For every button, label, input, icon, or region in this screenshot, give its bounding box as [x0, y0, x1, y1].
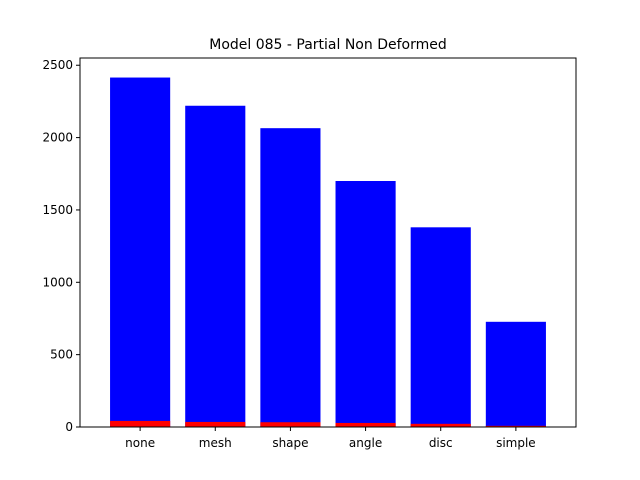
y-tick-label: 500 [50, 348, 73, 362]
bars-layer [110, 77, 546, 427]
y-tick-label: 0 [65, 420, 73, 434]
bar-shape-series-0 [260, 128, 321, 427]
x-tick-label: angle [349, 436, 382, 450]
y-axis-ticks: 0 500 1000 1500 2000 2500 [42, 58, 80, 434]
y-tick-label: 2500 [42, 58, 73, 72]
x-tick-label: none [125, 436, 155, 450]
bar-disc-series-1 [410, 423, 471, 427]
bar-none-series-1 [110, 420, 171, 427]
y-tick-label: 1000 [42, 275, 73, 289]
bar-mesh-series-1 [185, 421, 246, 427]
bar-simple-series-1 [485, 425, 546, 427]
bar-disc-series-0 [410, 227, 471, 427]
bar-mesh-series-0 [185, 105, 246, 427]
y-tick-label: 2000 [42, 131, 73, 145]
x-tick-label: shape [272, 436, 308, 450]
plot-frame [79, 57, 577, 428]
bar-angle-series-0 [335, 181, 396, 427]
y-tick-label: 1500 [42, 203, 73, 217]
x-tick-label: mesh [199, 436, 232, 450]
bar-angle-series-1 [335, 422, 396, 427]
x-axis-ticks: none mesh shape angle disc simple [125, 427, 536, 450]
x-tick-label: simple [496, 436, 536, 450]
bar-none-series-0 [110, 77, 171, 427]
bar-shape-series-1 [260, 422, 321, 427]
bar-simple-series-0 [485, 321, 546, 427]
chart-title: Model 085 - Partial Non Deformed [209, 37, 447, 53]
x-tick-label: disc [429, 436, 453, 450]
